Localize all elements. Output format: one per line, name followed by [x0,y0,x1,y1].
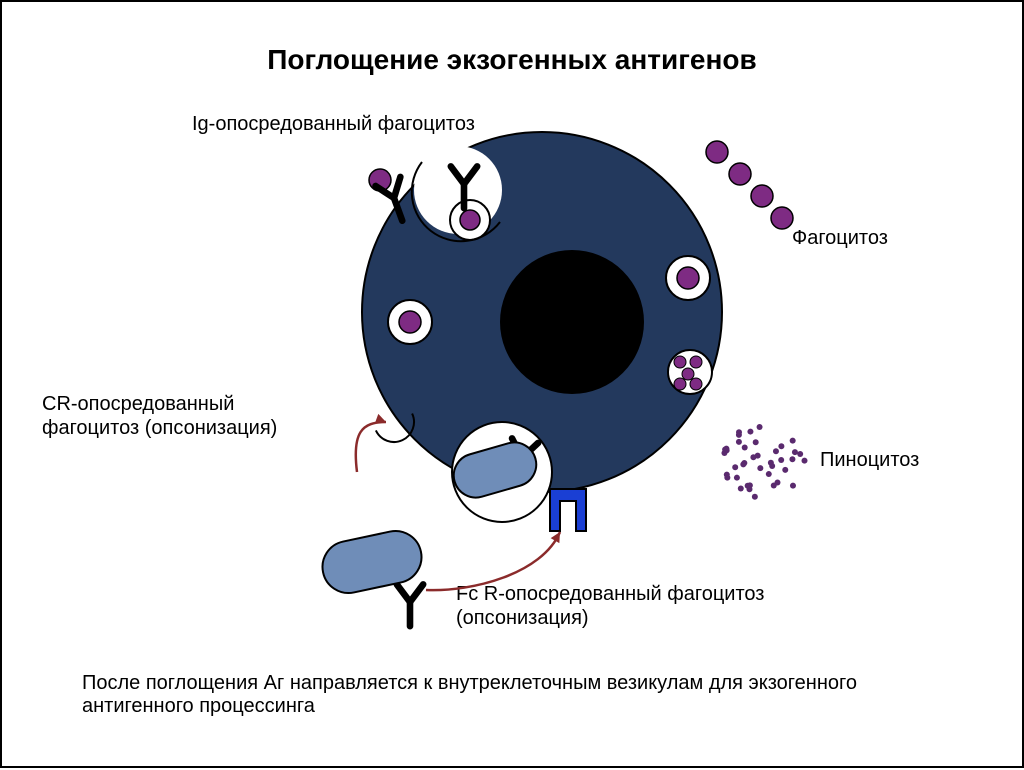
pino-dot [755,453,761,459]
pino-dot [734,475,740,481]
cluster-particle-3 [674,378,686,390]
pino-dot [797,451,803,457]
vesicle-right-upper-particle [677,267,699,289]
vesicle-top-particle [460,210,480,230]
pino-dot [747,429,753,435]
bacterium-outer [318,526,427,598]
pino-dot [790,438,796,444]
cluster-particle-1 [690,356,702,368]
pino-dot [745,483,751,489]
pino-dot [789,456,795,462]
pino-dot [757,424,763,430]
pino-dot [773,448,779,454]
pino-dot [723,446,729,452]
chain-particle-1 [729,163,751,185]
pino-dot [742,445,748,451]
pino-dot [771,482,777,488]
pino-dot [732,464,738,470]
pino-dot [736,439,742,445]
diagram-svg [2,2,1024,770]
chain-particle-2 [751,185,773,207]
pino-dot [782,467,788,473]
chain-particle-0 [706,141,728,163]
pino-dot [738,485,744,491]
pino-dot [778,443,784,449]
pino-dot [766,471,772,477]
arrow-cr-head [375,414,388,427]
cluster-particle-2 [682,368,694,380]
pino-dot [792,449,798,455]
nucleus [500,250,644,394]
pino-dot [768,460,774,466]
pino-dot [753,439,759,445]
pino-dot [802,458,808,464]
pino-invagination [710,410,719,454]
arrow-fc [426,532,560,590]
cluster-particle-4 [690,378,702,390]
fc-receptor [550,489,586,531]
pino-dot [724,475,730,481]
pino-dot [778,457,784,463]
pino-dot [757,465,763,471]
pino-dot [790,483,796,489]
pino-dot [741,460,747,466]
cluster-particle-0 [674,356,686,368]
pino-dot [736,429,742,435]
antibody-icon [397,584,423,626]
pino-dot [752,494,758,500]
arrow-cr [356,422,386,472]
chain-particle-3 [771,207,793,229]
vesicle-left-particle [399,311,421,333]
